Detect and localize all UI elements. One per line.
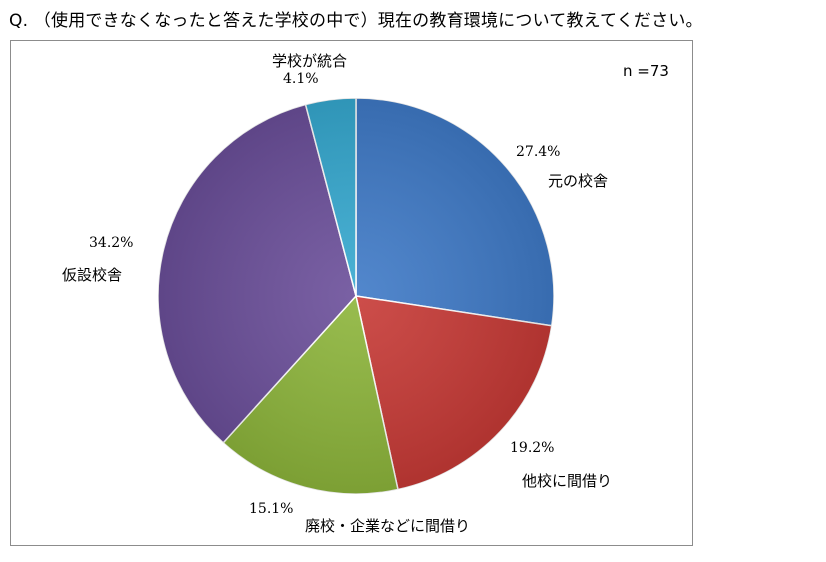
- slice-pct-label: 34.2%: [89, 235, 133, 251]
- pie-slice: [355, 97, 555, 327]
- slice-name-label: 廃校・企業などに間借り: [305, 517, 470, 535]
- slice-name-label: 仮設校舎: [62, 266, 122, 284]
- slice-name-label: 元の校舎: [548, 172, 608, 190]
- slice-pct-label: 4.1%: [283, 71, 319, 87]
- slice-pct-label: 19.2%: [510, 440, 554, 456]
- slice-name-label: 学校が統合: [272, 52, 347, 70]
- slice-pct-label: 27.4%: [516, 144, 560, 160]
- sample-size-label: n =73: [623, 62, 669, 80]
- question-text: Q. （使用できなくなったと答えた学校の中で）現在の教育環境について教えてくださ…: [9, 11, 703, 31]
- slice-pct-label: 15.1%: [249, 501, 293, 517]
- slice-name-label: 他校に間借り: [522, 472, 612, 490]
